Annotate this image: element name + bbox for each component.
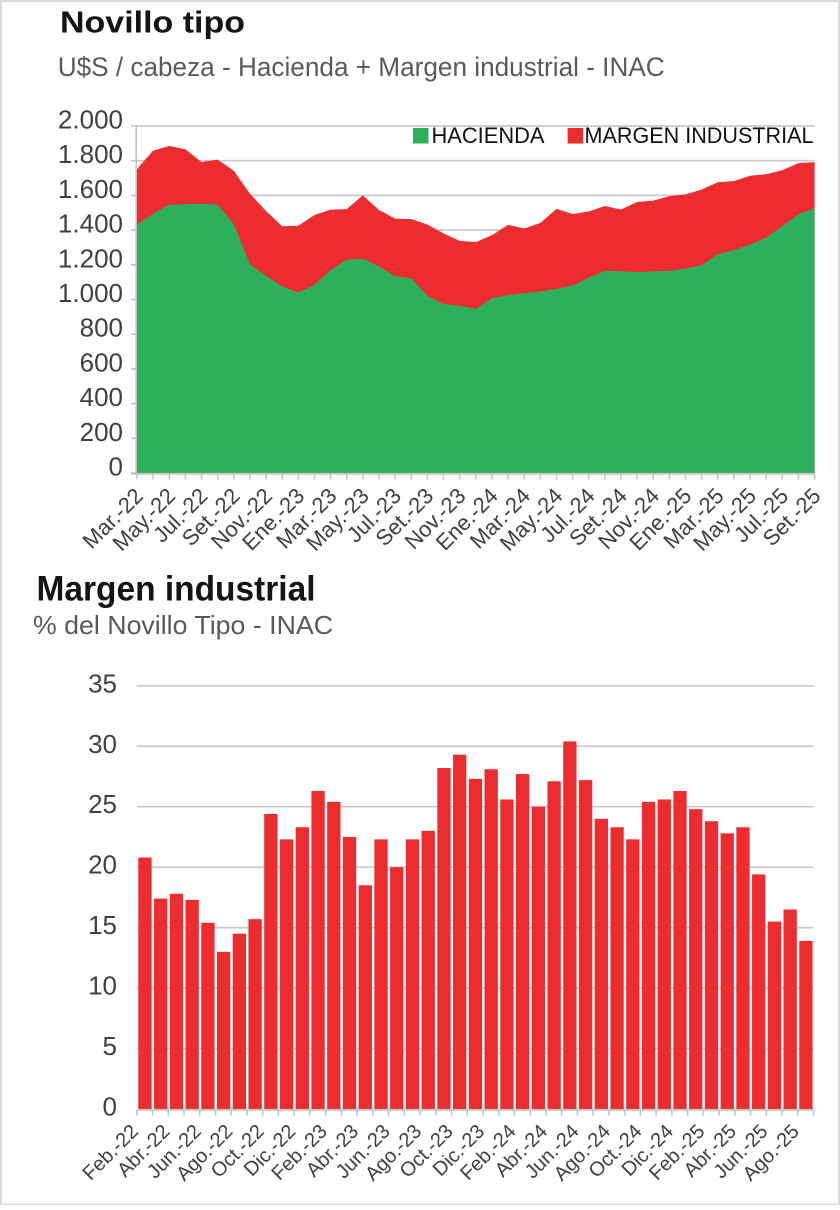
svg-text:Novillo tipo: Novillo tipo xyxy=(60,5,245,40)
svg-text:30: 30 xyxy=(88,729,117,759)
svg-text:1.200: 1.200 xyxy=(58,243,123,273)
svg-text:Margen industrial: Margen industrial xyxy=(37,570,316,609)
svg-text:25: 25 xyxy=(88,789,117,819)
svg-text:0: 0 xyxy=(109,452,123,482)
svg-text:1.000: 1.000 xyxy=(58,278,123,308)
svg-text:10: 10 xyxy=(88,971,117,1001)
svg-text:5: 5 xyxy=(103,1031,117,1061)
svg-text:1.800: 1.800 xyxy=(58,139,123,169)
svg-text:0: 0 xyxy=(103,1092,117,1122)
svg-text:15: 15 xyxy=(88,910,117,940)
svg-text:20: 20 xyxy=(88,850,117,880)
svg-text:1.600: 1.600 xyxy=(58,174,123,204)
svg-text:600: 600 xyxy=(80,347,123,377)
svg-text:200: 200 xyxy=(80,417,123,447)
svg-text:HACIENDA: HACIENDA xyxy=(432,123,545,148)
svg-text:MARGEN INDUSTRIAL: MARGEN INDUSTRIAL xyxy=(585,123,814,148)
svg-text:400: 400 xyxy=(80,382,123,412)
svg-text:800: 800 xyxy=(80,313,123,343)
svg-text:1.400: 1.400 xyxy=(58,209,123,239)
svg-text:U$S / cabeza - Hacienda + Marg: U$S / cabeza - Hacienda + Margen industr… xyxy=(58,52,665,82)
svg-text:% del Novillo Tipo - INAC: % del Novillo Tipo - INAC xyxy=(33,610,333,640)
svg-text:2.000: 2.000 xyxy=(58,105,123,135)
svg-text:35: 35 xyxy=(88,668,117,698)
